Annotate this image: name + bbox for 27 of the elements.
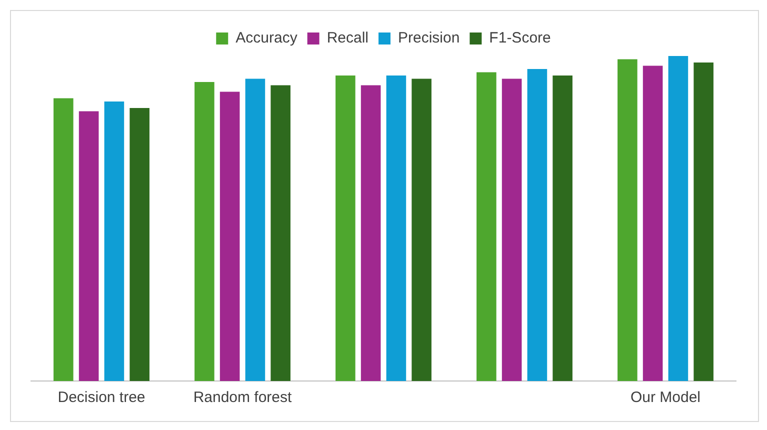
- legend-label: Recall: [326, 30, 368, 47]
- legend-label: Accuracy: [236, 30, 298, 47]
- bar: [668, 56, 688, 381]
- bar: [476, 72, 496, 381]
- bar: [336, 76, 356, 381]
- legend-label: F1-Score: [489, 30, 551, 47]
- bar: [618, 59, 638, 381]
- bar: [360, 85, 381, 381]
- bar: [527, 69, 548, 381]
- bar: [270, 85, 290, 381]
- bar: [412, 78, 432, 381]
- bar: [245, 78, 266, 381]
- bar: [54, 98, 74, 381]
- bar: [642, 66, 663, 381]
- x-tick-label: Our Model: [630, 389, 701, 406]
- bar: [386, 76, 406, 381]
- bar: [194, 82, 214, 381]
- bar: [130, 108, 150, 381]
- bar: [78, 111, 99, 381]
- legend-label: Precision: [398, 30, 460, 47]
- x-tick-label: Random forest: [193, 389, 293, 406]
- x-tick-label: Decision tree: [58, 389, 146, 406]
- bar: [552, 76, 572, 381]
- bar: [220, 92, 240, 381]
- bar: [694, 62, 714, 381]
- bar: [104, 102, 124, 381]
- bar: [502, 78, 522, 381]
